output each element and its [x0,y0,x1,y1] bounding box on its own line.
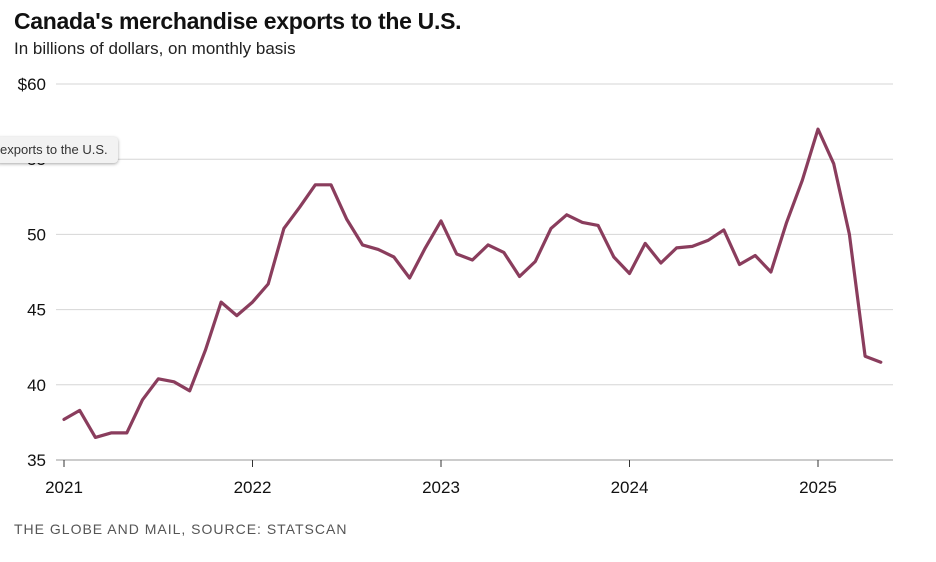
y-tick-label: 40 [27,376,46,395]
y-tick-label: 45 [27,301,46,320]
x-tick-label: 2024 [611,478,649,497]
y-tick-label: 35 [27,451,46,470]
x-tick-label: 2025 [799,478,837,497]
gridlines [56,83,893,386]
y-tick-label: $60 [18,75,46,94]
series-line-0 [62,127,883,439]
chart-subtitle: In billions of dollars, on monthly basis [14,39,296,58]
x-axis-labels: 2021 2022 2023 2024 2025 [45,478,837,497]
x-tick-label: 2022 [234,478,272,497]
series-tooltip: exports to the U.S. [0,137,118,163]
x-tick-label: 2021 [45,478,83,497]
y-axis-labels: 3540455055$60 [18,75,46,470]
x-axis [56,459,893,467]
x-tick-label: 2023 [422,478,460,497]
chart-title: Canada's merchandise exports to the U.S. [14,8,462,34]
source-credit: THE GLOBE AND MAIL, SOURCE: STATSCAN [14,521,348,537]
series-layer [62,127,883,439]
y-tick-label: 50 [27,225,46,244]
